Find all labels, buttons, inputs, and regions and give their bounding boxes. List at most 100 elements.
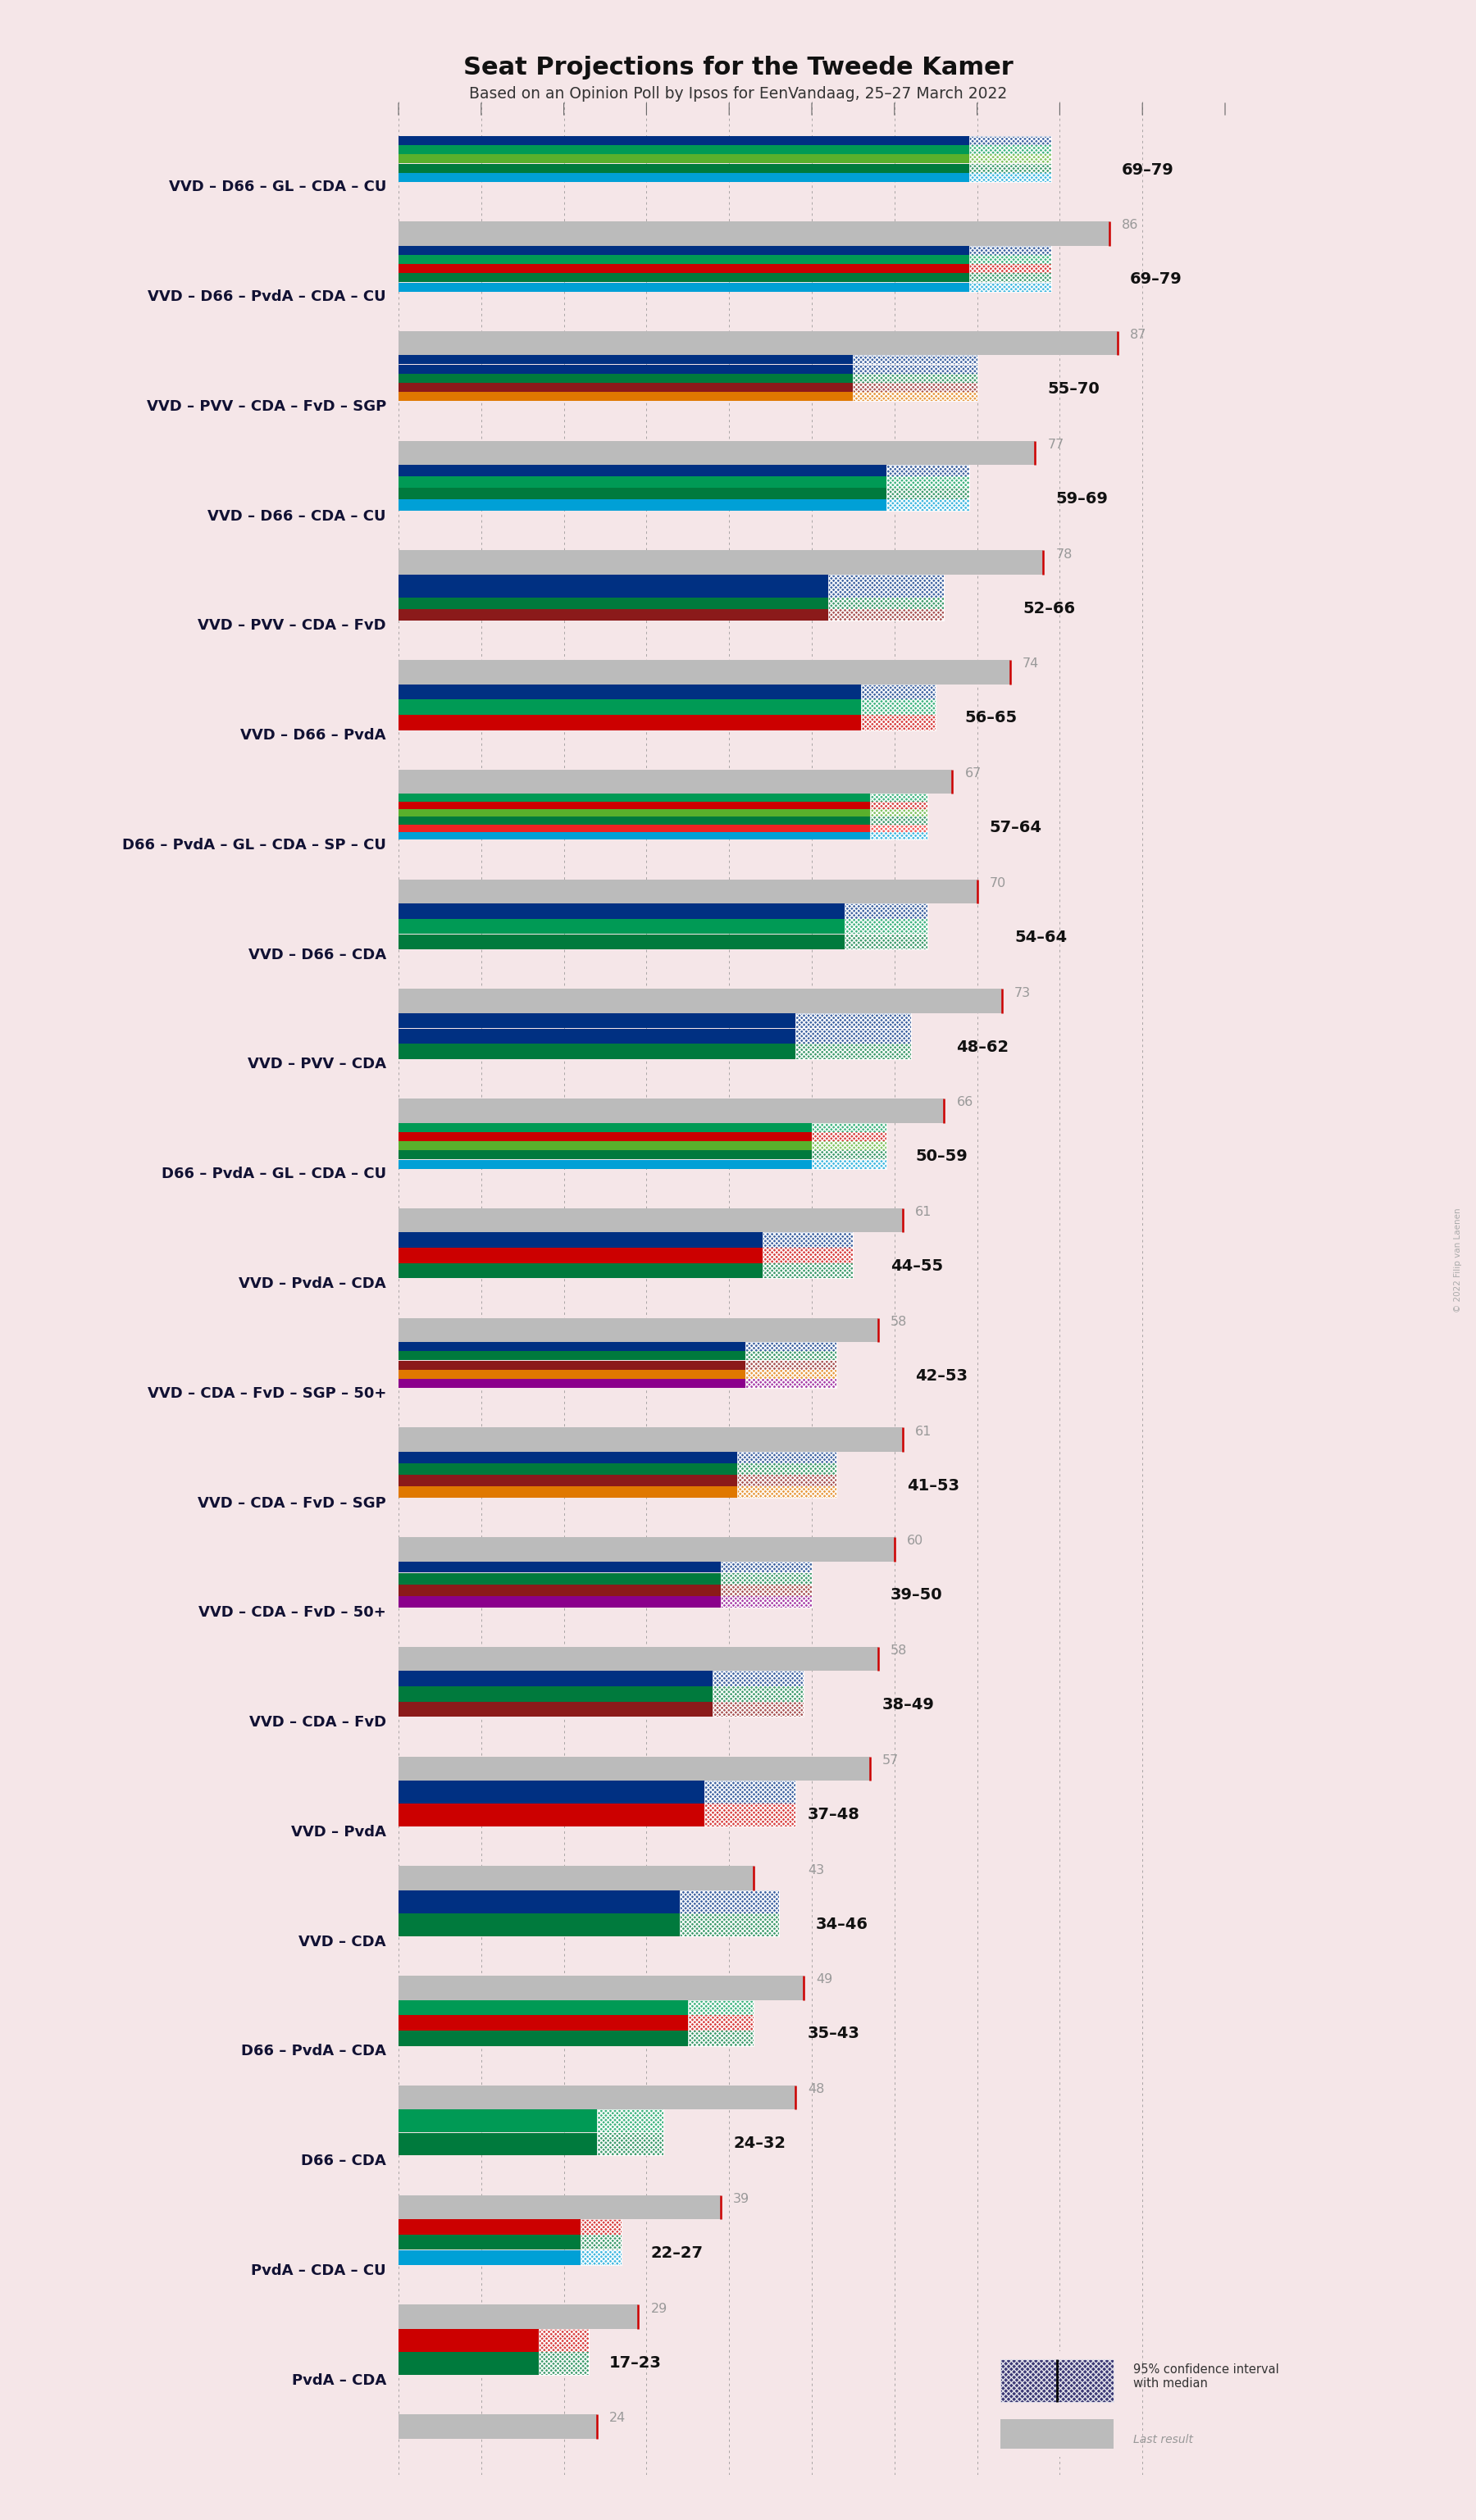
Bar: [399, 146, 1051, 154]
Text: VVD – PvdA: VVD – PvdA: [291, 1824, 387, 1840]
Text: 44–55: 44–55: [890, 1257, 943, 1275]
Bar: [399, 1452, 837, 1464]
Bar: [399, 879, 977, 902]
Bar: [399, 489, 968, 499]
Text: 48: 48: [807, 2084, 825, 2097]
Bar: [713, 1671, 803, 1716]
Text: 69–79: 69–79: [1131, 272, 1182, 287]
Text: 59–69: 59–69: [1055, 491, 1108, 507]
Bar: [679, 1890, 779, 1935]
Bar: [853, 355, 977, 401]
Bar: [596, 2109, 663, 2155]
Bar: [399, 1562, 812, 1572]
Bar: [968, 136, 1051, 181]
Text: 57: 57: [883, 1754, 899, 1767]
Text: 39: 39: [734, 2192, 750, 2205]
Bar: [539, 2328, 589, 2374]
Bar: [399, 365, 977, 373]
Text: 73: 73: [1014, 988, 1030, 998]
Bar: [399, 355, 977, 365]
Bar: [399, 1247, 853, 1263]
Bar: [399, 597, 945, 610]
Bar: [968, 136, 1051, 181]
Bar: [399, 1464, 837, 1474]
Bar: [399, 2087, 796, 2109]
Bar: [720, 1562, 812, 1608]
Text: Based on an Opinion Poll by Ipsos for EenVandaag, 25–27 March 2022: Based on an Opinion Poll by Ipsos for Ee…: [469, 86, 1007, 101]
Bar: [399, 2031, 754, 2046]
Bar: [399, 1646, 878, 1671]
Bar: [399, 373, 977, 383]
Text: 74: 74: [1023, 658, 1039, 670]
Bar: [869, 794, 927, 839]
Bar: [762, 1232, 853, 1278]
Bar: [399, 1976, 803, 2001]
Text: 50–59: 50–59: [915, 1149, 967, 1164]
Bar: [720, 1562, 812, 1608]
Text: 58: 58: [890, 1315, 908, 1328]
Text: 87: 87: [1131, 328, 1147, 340]
Bar: [399, 1804, 796, 1827]
Text: PvdA – CDA – CU: PvdA – CDA – CU: [251, 2263, 387, 2278]
Text: VVD – D66 – PvdA: VVD – D66 – PvdA: [241, 728, 387, 743]
Bar: [399, 383, 977, 393]
Text: 86: 86: [1122, 219, 1138, 232]
Bar: [399, 2250, 621, 2265]
Text: 70: 70: [989, 877, 1007, 890]
Text: VVD – CDA – FvD – SGP – 50+: VVD – CDA – FvD – SGP – 50+: [148, 1386, 387, 1401]
Bar: [713, 1671, 803, 1716]
Bar: [399, 1890, 779, 1913]
Bar: [968, 244, 1051, 292]
Bar: [399, 1099, 945, 1124]
Bar: [399, 1351, 837, 1361]
Text: Last result: Last result: [1134, 2434, 1194, 2444]
Text: D66 – PvdA – CDA: D66 – PvdA – CDA: [241, 2044, 387, 2059]
Bar: [745, 1343, 837, 1389]
Bar: [539, 2328, 589, 2374]
Bar: [399, 685, 936, 701]
Bar: [688, 2001, 754, 2046]
Text: 52–66: 52–66: [1023, 600, 1075, 617]
Bar: [399, 1913, 779, 1935]
Bar: [399, 1686, 803, 1701]
Bar: [796, 1013, 911, 1058]
Bar: [399, 272, 1051, 282]
Text: VVD – D66 – PvdA – CDA – CU: VVD – D66 – PvdA – CDA – CU: [148, 290, 387, 305]
Bar: [399, 1232, 853, 1247]
Bar: [399, 1013, 911, 1028]
Text: 29: 29: [651, 2303, 667, 2316]
Bar: [399, 575, 945, 587]
Text: VVD – D66 – GL – CDA – CU: VVD – D66 – GL – CDA – CU: [168, 179, 387, 194]
Text: VVD – CDA: VVD – CDA: [298, 1935, 387, 1948]
Text: D66 – PvdA – GL – CDA – CU: D66 – PvdA – GL – CDA – CU: [161, 1167, 387, 1182]
Text: VVD – D66 – CDA: VVD – D66 – CDA: [248, 948, 387, 963]
Bar: [399, 701, 936, 716]
Bar: [399, 905, 927, 920]
Bar: [399, 816, 927, 824]
Bar: [399, 1537, 894, 1562]
Bar: [399, 1595, 812, 1608]
Bar: [399, 244, 1051, 255]
Bar: [738, 1452, 837, 1497]
Text: 56–65: 56–65: [965, 711, 1017, 726]
Bar: [399, 2414, 596, 2439]
Bar: [399, 1318, 878, 1343]
Text: VVD – D66 – CDA – CU: VVD – D66 – CDA – CU: [208, 509, 387, 524]
Text: 77: 77: [1048, 438, 1064, 451]
Bar: [399, 1149, 886, 1159]
Bar: [796, 1013, 911, 1058]
Bar: [399, 1343, 837, 1351]
Bar: [399, 476, 968, 489]
Bar: [399, 794, 927, 801]
Text: © 2022 Filip van Laenen: © 2022 Filip van Laenen: [1454, 1207, 1463, 1313]
Bar: [399, 154, 1051, 164]
Text: 67: 67: [965, 766, 982, 779]
Bar: [596, 2109, 663, 2155]
Bar: [679, 1890, 779, 1935]
Text: Seat Projections for the Tweede Kamer: Seat Projections for the Tweede Kamer: [463, 55, 1013, 78]
Text: 35–43: 35–43: [807, 2026, 861, 2041]
Text: VVD – PVV – CDA – FvD: VVD – PVV – CDA – FvD: [198, 617, 387, 633]
Bar: [399, 2132, 663, 2155]
Bar: [399, 2220, 621, 2235]
Bar: [1001, 2359, 1113, 2402]
